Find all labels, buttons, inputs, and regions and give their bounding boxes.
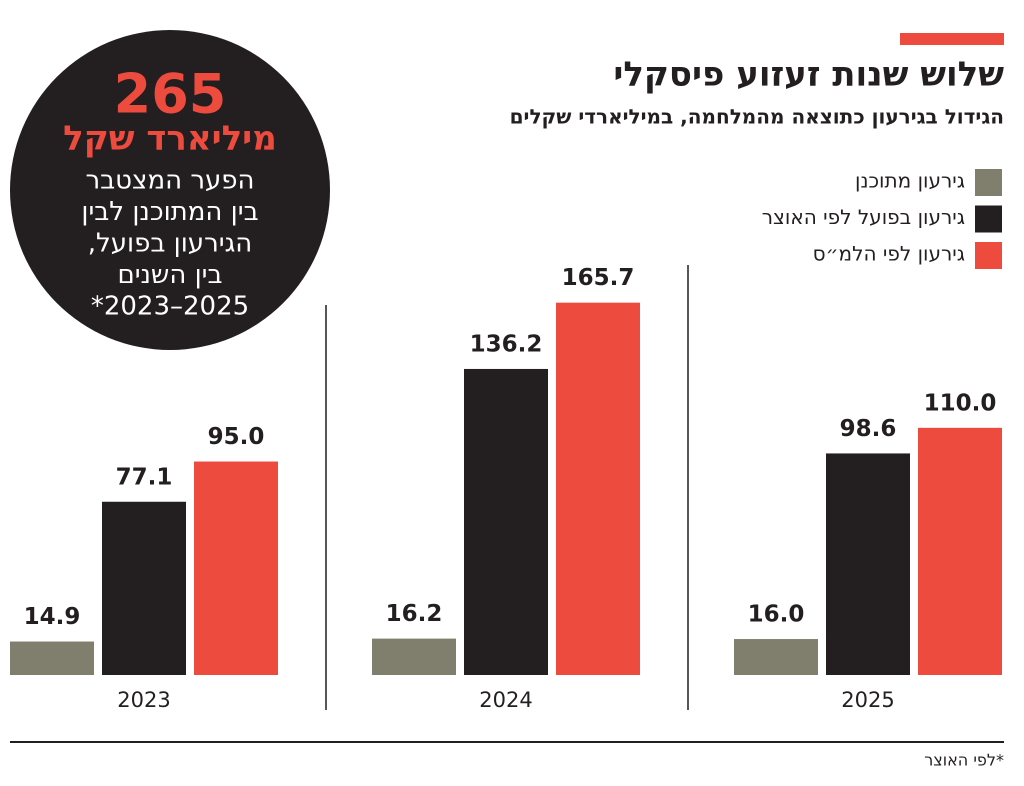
value-label: 16.0 xyxy=(748,602,805,628)
bar xyxy=(464,368,548,675)
bar xyxy=(556,302,640,675)
callout-circle xyxy=(10,30,330,350)
chart-title: שלוש שנות זעזוע פיסקלי xyxy=(613,55,1004,95)
legend-swatch xyxy=(975,242,1002,269)
value-label: 16.2 xyxy=(386,601,443,627)
callout-unit: מיליארד שקל xyxy=(63,119,277,159)
callout-line: בין השנים xyxy=(117,260,222,290)
value-label: 136.2 xyxy=(470,331,543,357)
value-label: 95.0 xyxy=(208,424,265,450)
legend-label: גירעון בפועל לפי האוצר xyxy=(762,205,965,229)
legend-swatch xyxy=(975,205,1002,233)
legend-label: גירעון לפי הלמ״ס xyxy=(813,242,965,266)
x-tick-label: 2024 xyxy=(479,688,532,712)
bar xyxy=(826,453,910,675)
legend-swatch xyxy=(975,169,1002,196)
legend-label: גירעון מתוכנן xyxy=(855,169,965,193)
x-tick-label: 2025 xyxy=(841,688,894,712)
chart-subtitle: הגידול בגירעון כתוצאה מהמלחמה, במיליארדי… xyxy=(510,105,1004,129)
value-label: 98.6 xyxy=(840,416,897,442)
bar xyxy=(102,501,186,675)
bar xyxy=(734,639,818,675)
bar xyxy=(918,427,1002,675)
bar xyxy=(10,641,94,675)
value-label: 14.9 xyxy=(24,604,81,630)
callout-line: הגירעון בפועל, xyxy=(88,229,253,259)
callout-line: הפער המצטבר xyxy=(85,166,254,196)
value-label: 77.1 xyxy=(116,464,173,490)
accent-bar xyxy=(900,33,1004,45)
x-tick-label: 2023 xyxy=(117,688,170,712)
value-label: 110.0 xyxy=(924,390,997,416)
bar xyxy=(194,461,278,675)
callout-value: 265 xyxy=(114,63,227,126)
footnote: *לפי האוצר xyxy=(924,751,1004,770)
callout-line: 2025–2023* xyxy=(91,292,249,322)
bar xyxy=(372,638,456,675)
value-label: 165.7 xyxy=(562,265,635,291)
callout-line: בין המתוכנן לבין xyxy=(81,197,258,227)
